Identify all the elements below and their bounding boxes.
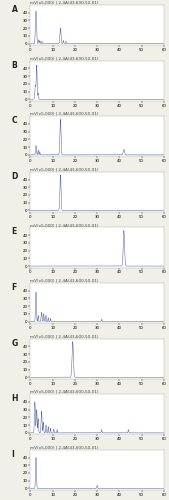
Text: G: G [12,338,18,347]
Text: mV(x5,000) | 2-4A(43,600,50-01): mV(x5,000) | 2-4A(43,600,50-01) [30,278,99,282]
Text: mV(x5,000) | 2-4A(43,600,50-01): mV(x5,000) | 2-4A(43,600,50-01) [30,334,99,338]
Text: I: I [12,450,15,459]
Text: F: F [12,283,17,292]
Text: C: C [12,116,17,125]
Text: mV(x5,000) | 2-4A(43,600,50-01): mV(x5,000) | 2-4A(43,600,50-01) [30,56,99,60]
Text: A: A [12,5,18,14]
Text: mV(x5,000) | 2-4A(43,600,50-01): mV(x5,000) | 2-4A(43,600,50-01) [30,0,99,4]
Text: mV(x5,000) | 2-4A(43,600,50-01): mV(x5,000) | 2-4A(43,600,50-01) [30,112,99,116]
Text: mV(x5,000) | 2-4A(43,600,50-01): mV(x5,000) | 2-4A(43,600,50-01) [30,390,99,394]
Text: E: E [12,228,17,236]
Text: mV(x5,000) | 2-4A(43,600,50-01): mV(x5,000) | 2-4A(43,600,50-01) [30,446,99,450]
Text: H: H [12,394,18,403]
Text: D: D [12,172,18,181]
Text: mV(x5,000) | 2-4A(43,600,50-01): mV(x5,000) | 2-4A(43,600,50-01) [30,223,99,227]
Text: mV(x5,000) | 2-4A(43,600,50-01): mV(x5,000) | 2-4A(43,600,50-01) [30,168,99,172]
Text: B: B [12,60,17,70]
